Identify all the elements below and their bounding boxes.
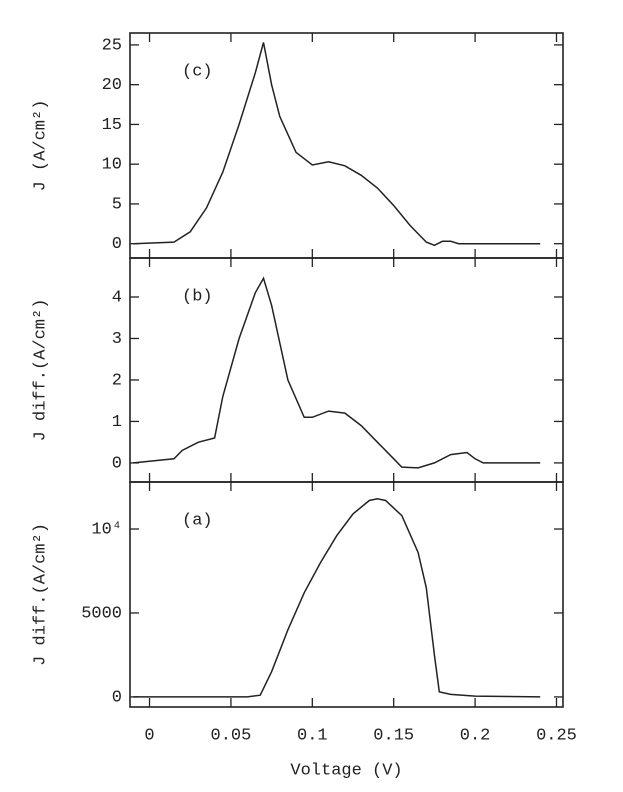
panel-label: (c) bbox=[182, 62, 213, 81]
y-tick-label: 5 bbox=[112, 195, 122, 214]
data-line bbox=[133, 498, 541, 698]
x-tick-label: 0.1 bbox=[297, 726, 328, 745]
y-tick-label: 10⁴ bbox=[91, 520, 122, 539]
y-tick-label: 0 bbox=[112, 454, 122, 473]
y-tick-label: 5000 bbox=[81, 604, 122, 623]
y-tick-label: 15 bbox=[102, 116, 122, 135]
x-tick-label: 0.15 bbox=[373, 726, 414, 745]
plot-frame bbox=[129, 481, 564, 708]
y-tick-label: 20 bbox=[102, 76, 122, 95]
y-tick-label: 25 bbox=[102, 36, 122, 55]
y-tick-label: 2 bbox=[112, 371, 122, 390]
y-tick-label: 3 bbox=[112, 330, 122, 349]
x-tick-label: 0 bbox=[144, 726, 154, 745]
x-axis-label: Voltage (V) bbox=[290, 761, 402, 780]
y-tick-label: 1 bbox=[112, 413, 122, 432]
panel-label: (a) bbox=[182, 511, 213, 530]
x-tick-label: 0.05 bbox=[211, 726, 252, 745]
y-tick-label: 10 bbox=[102, 156, 122, 175]
x-tick-label: 0.25 bbox=[536, 726, 577, 745]
y-axis-label: J diff.(A/cm²) bbox=[31, 299, 50, 442]
y-tick-label: 0 bbox=[112, 235, 122, 254]
data-line bbox=[133, 42, 541, 247]
data-line bbox=[133, 276, 541, 469]
y-tick-label: 4 bbox=[112, 288, 122, 307]
y-tick-label: 0 bbox=[112, 688, 122, 707]
x-tick-label: 0.2 bbox=[460, 726, 491, 745]
y-axis-label: J (A/cm²) bbox=[31, 100, 50, 192]
y-axis-label: J diff.(A/cm²) bbox=[31, 523, 50, 666]
panel-label: (b) bbox=[182, 287, 213, 306]
